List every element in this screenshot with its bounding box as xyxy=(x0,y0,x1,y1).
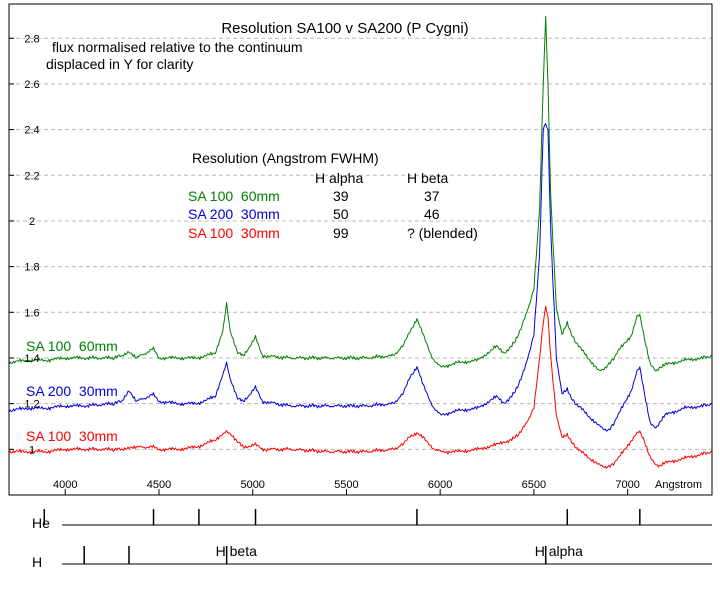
resolution-table: Resolution (Angstrom FWHM) H alpha H bet… xyxy=(188,150,478,241)
series-group xyxy=(8,15,713,469)
y-tick-label: 1 xyxy=(29,444,35,456)
h-line-markers: H H beta H alpha xyxy=(32,543,712,570)
table-cell-halpha: 39 xyxy=(333,188,349,204)
table-cell-hbeta: 46 xyxy=(424,206,440,222)
h-line-label: H alpha xyxy=(535,543,583,559)
y-tick-label: 1.4 xyxy=(24,353,39,365)
table-cell-hbeta: 37 xyxy=(424,188,440,204)
h-line-label: H beta xyxy=(216,543,257,559)
x-tick-label: 5000 xyxy=(240,479,264,491)
table-col-hbeta: H beta xyxy=(407,170,448,186)
x-tick-label: 4000 xyxy=(53,479,77,491)
chart-title: Resolution SA100 v SA200 (P Cygni) xyxy=(221,20,468,37)
plot-frame xyxy=(8,3,713,496)
x-tick-label: 6500 xyxy=(522,479,546,491)
y-tick-label: 2.6 xyxy=(24,79,39,91)
series-labels: SA 100 60mm SA 200 30mm SA 100 30mm xyxy=(26,338,118,444)
y-tick-label: 1.8 xyxy=(24,262,39,274)
x-tick-label: 7000 xyxy=(615,479,639,491)
y-tick-label: 2 xyxy=(29,216,35,228)
table-cell-halpha: 99 xyxy=(333,225,349,241)
table-heading: Resolution (Angstrom FWHM) xyxy=(192,150,379,166)
x-tick-label: 4500 xyxy=(147,479,171,491)
h-row-label: H xyxy=(32,554,42,570)
table-col-halpha: H alpha xyxy=(315,170,363,186)
table-cell-hbeta: ? (blended) xyxy=(407,225,478,241)
gridlines xyxy=(9,37,712,450)
note-line-1: flux normalised relative to the continuu… xyxy=(52,39,303,55)
table-row-label: SA 200 30mm xyxy=(188,206,280,222)
series-line xyxy=(8,15,713,372)
series-line xyxy=(8,123,713,432)
y-axis: 1 1.2 1.4 1.6 1.8 2 2.2 2.4 2.6 2.8 xyxy=(9,33,40,456)
series-label-sa200-30: SA 200 30mm xyxy=(26,383,118,399)
note-line-2: displaced in Y for clarity xyxy=(46,56,193,72)
series-line xyxy=(8,305,713,469)
x-tick-label: 6000 xyxy=(428,479,452,491)
he-line-markers: He xyxy=(32,509,712,531)
x-axis-label: Angstrom xyxy=(655,479,702,491)
he-row-label: He xyxy=(32,515,50,531)
table-row-label: SA 100 30mm xyxy=(188,225,280,241)
y-tick-label: 1.2 xyxy=(24,399,39,411)
series-label-sa100-30: SA 100 30mm xyxy=(26,428,118,444)
x-axis: 4000 4500 5000 5500 6000 6500 7000 xyxy=(53,479,640,495)
table-cell-halpha: 50 xyxy=(333,206,349,222)
y-tick-label: 2.8 xyxy=(24,33,39,45)
table-row-label: SA 100 60mm xyxy=(188,188,280,204)
y-tick-label: 1.6 xyxy=(24,307,39,319)
x-tick-label: 5500 xyxy=(334,479,358,491)
y-tick-label: 2.4 xyxy=(24,125,39,137)
y-tick-label: 2.2 xyxy=(24,170,39,182)
series-label-sa100-60: SA 100 60mm xyxy=(26,338,118,354)
